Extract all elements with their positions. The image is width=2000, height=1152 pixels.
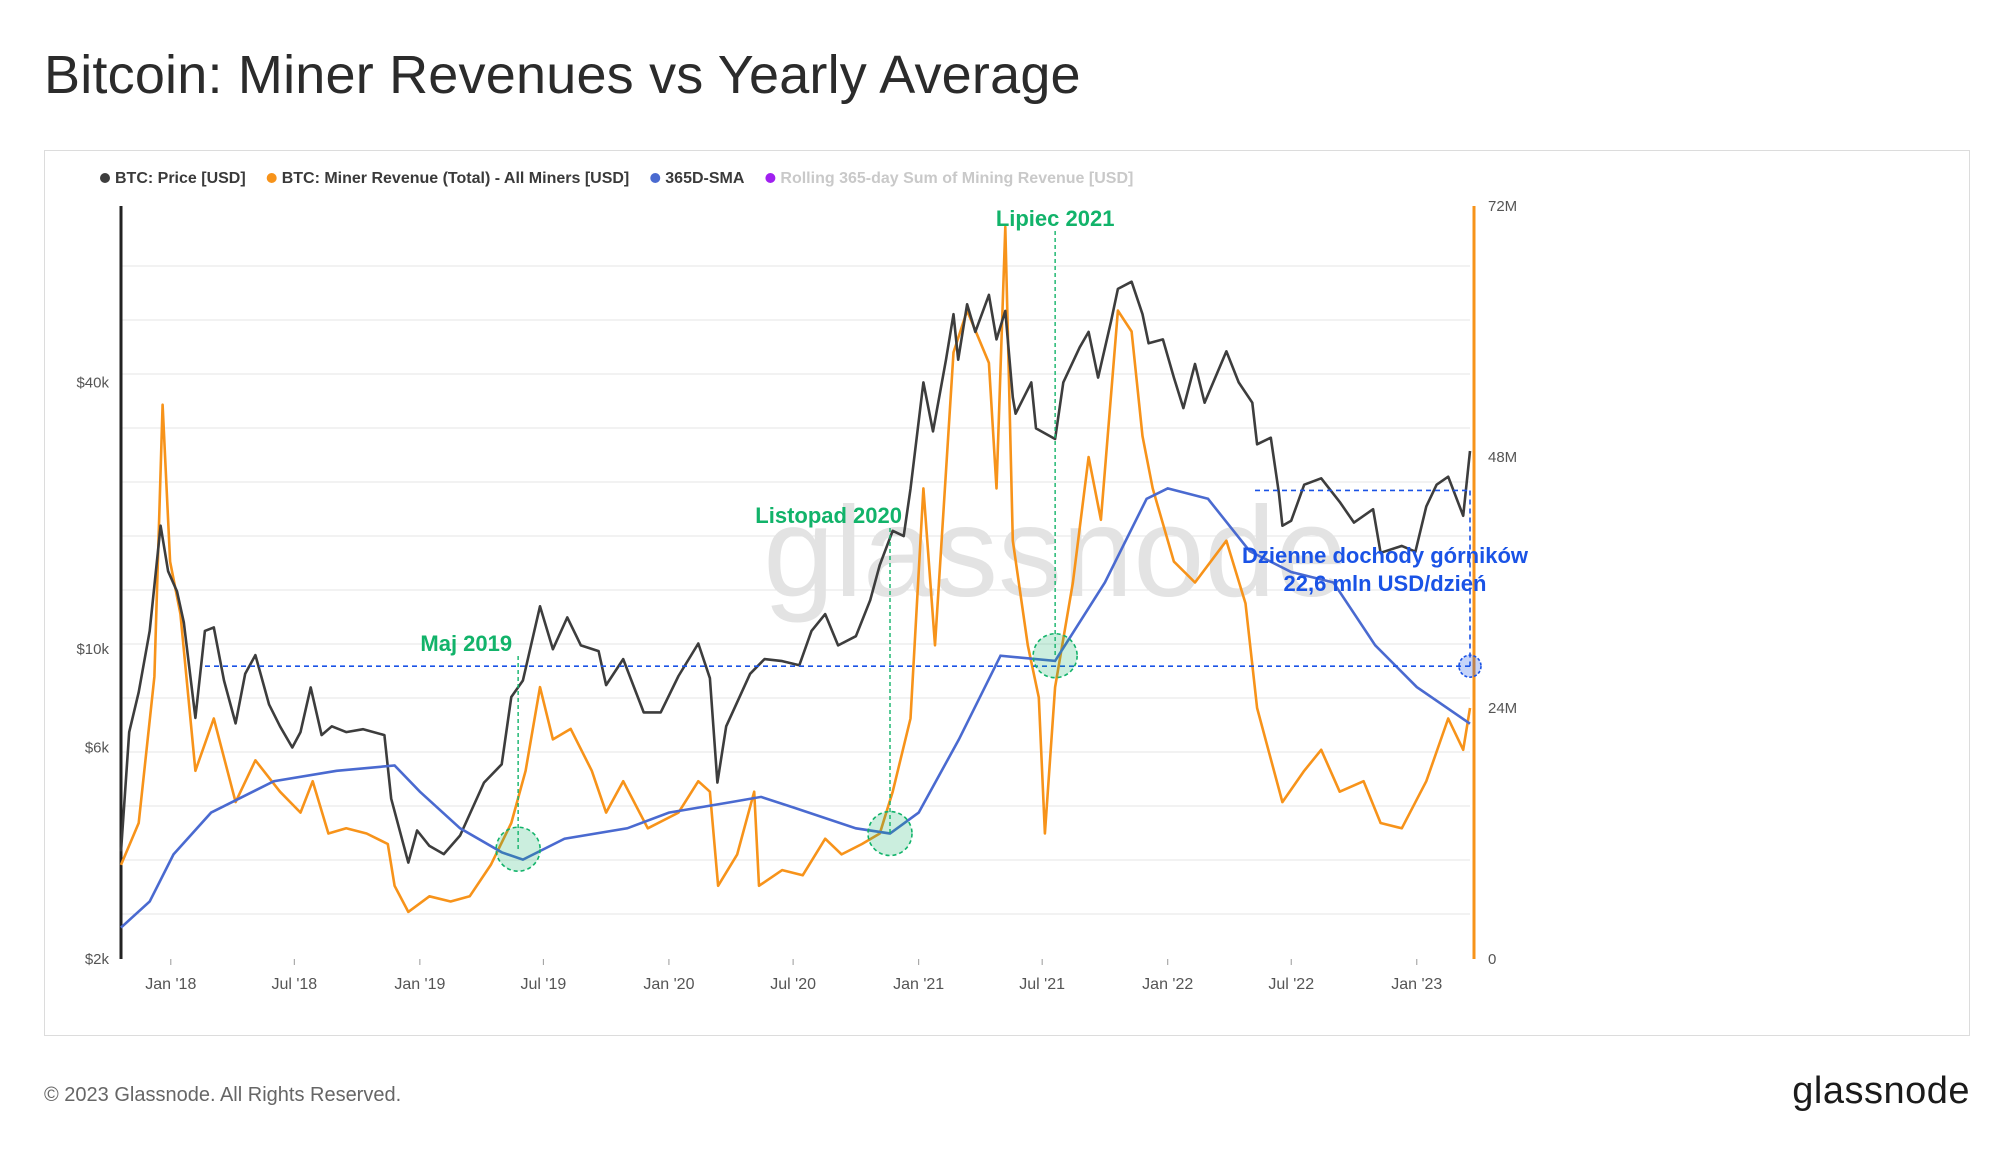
y-left-tick-2: $10k [76, 641, 109, 658]
legend-dot-1[interactable] [266, 173, 277, 183]
annotation-marker-1 [867, 810, 913, 857]
x-tick-8: Jan '22 [1142, 976, 1193, 993]
x-tick-0: Jan '18 [145, 976, 196, 993]
chart-series [119, 225, 1472, 929]
y-left-tick-3: $40k [76, 374, 109, 391]
label-daily-revenue-title: Dzienne dochody górników [1242, 543, 1529, 568]
chart-svg[interactable]: BTC: Price [USD] BTC: Miner Revenue (Tota… [45, 151, 1969, 1035]
x-tick-4: Jan '20 [643, 976, 694, 993]
x-tick-10: Jan '23 [1391, 976, 1442, 993]
x-tick-3: Jul '19 [520, 976, 566, 993]
series-365d-sma [120, 487, 1471, 929]
chart-grid [121, 265, 1470, 915]
y-left-tick-1: $6k [85, 740, 110, 757]
annotation-marker-0 [495, 826, 541, 872]
chart-annotations: Maj 2019 Listopad 2020 Lipiec 2021 Dzienne … [205, 206, 1529, 872]
chart-axes: $2k $6k $10k $40k 0 24M 48M 72M Jan '18 Jul '18 Ja… [76, 198, 1517, 993]
glassnode-logo[interactable]: glassnode [1792, 1070, 1970, 1112]
x-tick-5: Jul '20 [770, 976, 816, 993]
copyright-text: © 2023 Glassnode. All Rights Reserved. [44, 1084, 402, 1106]
chart-legend[interactable]: BTC: Price [USD] BTC: Miner Revenue (Tota… [100, 170, 1133, 187]
label-listopad-2020: Listopad 2020 [755, 503, 902, 528]
x-tick-7: Jul '21 [1019, 976, 1065, 993]
x-tick-9: Jul '22 [1268, 976, 1314, 993]
label-maj-2019: Maj 2019 [420, 631, 512, 656]
y-right-tick-2: 48M [1488, 449, 1517, 466]
legend-label-1[interactable]: BTC: Miner Revenue (Total) - All Miners … [282, 170, 630, 187]
page-title: Bitcoin: Miner Revenues vs Yearly Averag… [44, 45, 1081, 105]
y-left-tick-0: $2k [85, 951, 110, 968]
y-right-tick-0: 0 [1488, 951, 1496, 968]
label-daily-revenue-value: 22,6 mln USD/dzień [1284, 571, 1487, 596]
series-btc-price [119, 280, 1472, 864]
legend-dot-2[interactable] [650, 173, 661, 183]
legend-label-0[interactable]: BTC: Price [USD] [115, 170, 246, 187]
legend-dot-3[interactable] [765, 173, 776, 183]
legend-dot-0[interactable] [100, 173, 110, 183]
series-miner-revenue [119, 225, 1472, 914]
annotation-marker-2 [1032, 632, 1078, 679]
legend-label-2[interactable]: 365D-SMA [665, 170, 745, 187]
x-tick-6: Jan '21 [893, 976, 944, 993]
x-tick-2: Jan '19 [394, 976, 445, 993]
y-right-tick-3: 72M [1488, 198, 1517, 215]
x-tick-1: Jul '18 [271, 976, 317, 993]
daily-revenue-marker [1458, 654, 1482, 678]
y-right-tick-1: 24M [1488, 700, 1517, 717]
legend-label-3[interactable]: Rolling 365-day Sum of Mining Revenue [U… [780, 170, 1133, 187]
label-lipiec-2021: Lipiec 2021 [996, 206, 1115, 231]
chart-panel: BTC: Price [USD] BTC: Miner Revenue (Tota… [44, 150, 1970, 1036]
